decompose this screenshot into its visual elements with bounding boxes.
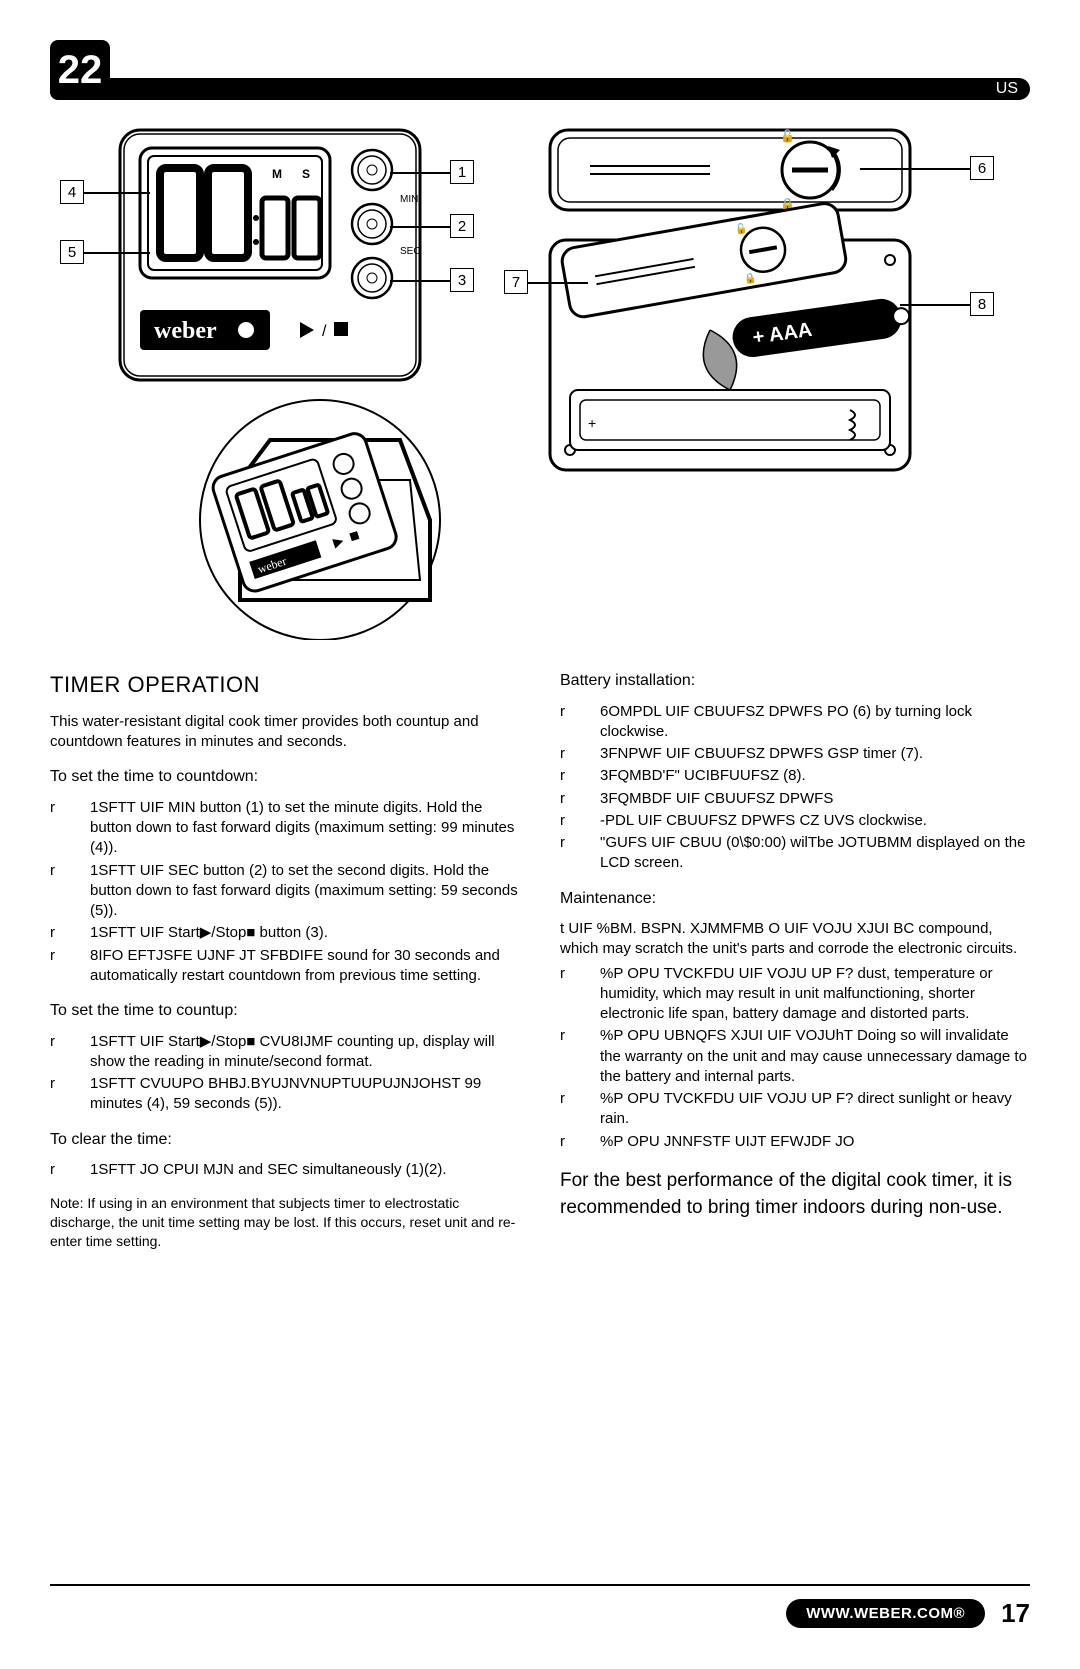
min-label: MIN [400, 194, 418, 205]
sec-label: SEC [400, 246, 421, 257]
footer-rule [50, 1584, 1030, 1586]
svg-text:/: / [322, 323, 327, 340]
diagram-area: M S MIN SEC weber / [50, 120, 1030, 640]
list-item: r1SFTT UIF Start▶/Stop■ CVU8IJMF countin… [50, 1032, 520, 1073]
footer-url: WWW.WEBER.COM® [786, 1599, 985, 1628]
list-item: r3FQMBDF UIF CBUUFSZ DPWFS [560, 789, 1030, 809]
step-number-box: 22 [50, 40, 110, 100]
list-item: r6OMPDL UIF CBUUFSZ DPWFS PO (6) by turn… [560, 702, 1030, 743]
list-item: r-PDL UIF CBUUFSZ DPWFS CZ UVS clockwise… [560, 811, 1030, 831]
battery-illustration: 🔓 🔒 + 🔓 🔒 + AAA [510, 120, 970, 480]
list-item: r%P OPU UBNQFS XJUI UIF VOJUhT Doing so … [560, 1026, 1030, 1087]
battery-list: r6OMPDL UIF CBUUFSZ DPWFS PO (6) by turn… [560, 702, 1030, 874]
timer-illustration: M S MIN SEC weber / [90, 120, 450, 640]
list-item: r%P OPU JNNFSTF UIJT EFWJDF JO [560, 1132, 1030, 1152]
content-columns: TIMER OPERATION This water-resistant dig… [50, 670, 1030, 1251]
list-item: r1SFTT JO CPUI MJN and SEC simultaneousl… [50, 1160, 520, 1180]
svg-text:+: + [588, 415, 596, 431]
list-item: r1SFTT UIF MIN button (1) to set the min… [50, 798, 520, 859]
right-column: Battery installation: r6OMPDL UIF CBUUFS… [560, 670, 1030, 1251]
callout-7: 7 [504, 270, 528, 294]
region-badge: US [990, 80, 1024, 98]
battery-heading: Battery installation: [560, 670, 1030, 692]
callout-1: 1 [450, 160, 474, 184]
closing-paragraph: For the best performance of the digital … [560, 1168, 1030, 1221]
countdown-list: r1SFTT UIF MIN button (1) to set the min… [50, 798, 520, 986]
callout-5: 5 [60, 240, 84, 264]
header-black-bar [100, 78, 1030, 100]
m-label: M [272, 167, 282, 181]
region-badge-text: US [990, 80, 1024, 97]
list-item: r3FQMBD'F" UCIBFUUFSZ (8). [560, 766, 1030, 786]
brand-logo: weber [154, 318, 217, 344]
callout-4: 4 [60, 180, 84, 204]
callout-3: 3 [450, 268, 474, 292]
svg-text:🔒: 🔒 [743, 271, 757, 285]
list-item: r1SFTT CVUUPO BHBJ.BYUJNVNUPTUUPUJNJOHST… [50, 1074, 520, 1115]
page-footer: WWW.WEBER.COM® 17 [50, 1584, 1030, 1629]
step-number: 22 [58, 48, 103, 93]
list-item: r3FNPWF UIF CBUUFSZ DPWFS GSP timer (7). [560, 744, 1030, 764]
countup-heading: To set the time to countup: [50, 1000, 520, 1022]
countdown-heading: To set the time to countdown: [50, 766, 520, 788]
callout-6: 6 [970, 156, 994, 180]
list-item: r1SFTT UIF Start▶/Stop■ button (3). [50, 923, 520, 943]
s-label: S [302, 167, 310, 181]
page-header: 22 US [50, 40, 1030, 100]
maint-heading: Maintenance: [560, 888, 1030, 910]
svg-text:🔓: 🔓 [780, 129, 795, 143]
callout-2: 2 [450, 214, 474, 238]
list-item: r"GUFS UIF CBUU (0\$0:00) wilTbe JOTUBMM… [560, 833, 1030, 874]
list-item: r8IFO EFTJSFE UJNF JT SFBDIFE sound for … [50, 946, 520, 987]
footer-page-number: 17 [1001, 1598, 1030, 1629]
countup-list: r1SFTT UIF Start▶/Stop■ CVU8IJMF countin… [50, 1032, 520, 1115]
maint-list: r%P OPU TVCKFDU UIF VOJU UP F? dust, tem… [560, 964, 1030, 1152]
list-item: r%P OPU TVCKFDU UIF VOJU UP F? direct su… [560, 1089, 1030, 1130]
callout-8: 8 [970, 292, 994, 316]
section-title: TIMER OPERATION [50, 670, 520, 700]
clear-heading: To clear the time: [50, 1129, 520, 1151]
intro-paragraph: This water-resistant digital cook timer … [50, 712, 520, 753]
list-item: r%P OPU TVCKFDU UIF VOJU UP F? dust, tem… [560, 964, 1030, 1025]
left-column: TIMER OPERATION This water-resistant dig… [50, 670, 520, 1251]
note-text: Note: If using in an environment that su… [50, 1194, 520, 1251]
list-item: r1SFTT UIF SEC button (2) to set the sec… [50, 861, 520, 922]
maint-first-line: t UIF %BM. BSPN. XJMMFMB O UIF VOJU XJUI… [560, 919, 1030, 960]
clear-list: r1SFTT JO CPUI MJN and SEC simultaneousl… [50, 1160, 520, 1180]
